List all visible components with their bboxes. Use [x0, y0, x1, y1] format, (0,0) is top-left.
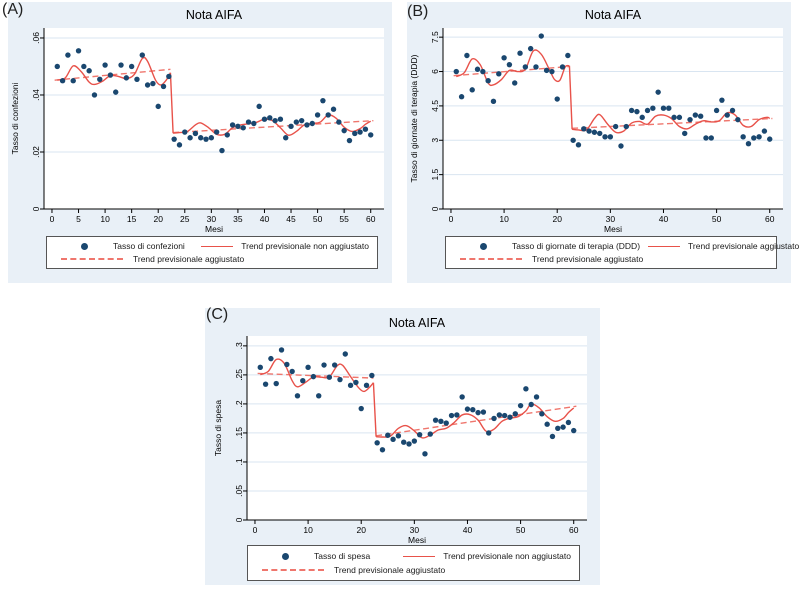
svg-text:Tasso di confezioni: Tasso di confezioni [10, 82, 20, 154]
svg-text:.02: .02 [31, 146, 41, 158]
svg-text:.05: .05 [234, 485, 244, 497]
svg-text:Mesi: Mesi [205, 224, 223, 234]
svg-text:5: 5 [76, 214, 81, 224]
legend-dashed-line-marker [61, 257, 123, 260]
svg-text:10: 10 [499, 214, 509, 224]
legend-solid-line-marker [403, 555, 436, 557]
svg-text:Mesi: Mesi [604, 224, 622, 234]
legend-c: Tasso di spesa Trend previsionale non ag… [247, 545, 580, 581]
svg-text:55: 55 [339, 214, 349, 224]
svg-text:30: 30 [207, 214, 217, 224]
panel-label-c: (C) [206, 306, 229, 323]
svg-text:4.5: 4.5 [430, 100, 440, 112]
svg-text:35: 35 [233, 214, 243, 224]
svg-text:20: 20 [552, 214, 562, 224]
legend-a: Tasso di confezioni Trend previsionale n… [46, 236, 378, 269]
svg-text:0: 0 [430, 206, 440, 211]
svg-text:15: 15 [127, 214, 137, 224]
svg-text:.2: .2 [234, 400, 244, 407]
svg-text:3: 3 [430, 138, 440, 143]
svg-text:0: 0 [253, 525, 258, 535]
panel-a: 0 .02 .04 .06 0 5 10 15 20 25 30 35 40 45 50 55 60 Mesi Ta… [8, 2, 392, 283]
svg-text:25: 25 [180, 214, 190, 224]
legend-solid-line-marker [648, 245, 681, 247]
svg-text:0: 0 [234, 517, 244, 522]
svg-text:0: 0 [449, 214, 454, 224]
legend-dashed-line-marker [262, 569, 324, 571]
legend-solid-line-marker [201, 245, 234, 247]
svg-text:.25: .25 [234, 369, 244, 381]
legend-label-dashed: Trend previsionale aggiustato [334, 565, 446, 575]
svg-text:.06: .06 [31, 32, 41, 44]
chart-b: 0 1.5 3 4.5 6 7.5 0 10 20 30 40 50 60 Mesi Tasso di gi… [409, 8, 783, 234]
svg-text:.04: .04 [31, 89, 41, 101]
svg-text:20: 20 [153, 214, 163, 224]
svg-text:60: 60 [569, 525, 579, 535]
panel-c: 0.05.1.15.2.25.3 0 10 20 30 40 50 60 Mesi Tasso d… [205, 308, 600, 585]
legend-b: Tasso di giornate di terapia (DDD) Trend… [445, 236, 799, 269]
svg-text:Tasso di spesa: Tasso di spesa [213, 400, 223, 456]
svg-text:40: 40 [463, 525, 473, 535]
legend-dot-marker [454, 242, 512, 250]
svg-text:.1: .1 [234, 458, 244, 465]
svg-text:50: 50 [313, 214, 323, 224]
svg-text:30: 30 [606, 214, 616, 224]
svg-text:60: 60 [366, 214, 376, 224]
legend-label-dashed: Trend previsionale aggiustato [133, 253, 245, 264]
svg-text:Nota AIFA: Nota AIFA [585, 8, 642, 22]
svg-text:40: 40 [659, 214, 669, 224]
svg-text:Nota AIFA: Nota AIFA [186, 8, 243, 22]
svg-text:Tasso di giornate di terapia (: Tasso di giornate di terapia (DDD) [409, 54, 419, 182]
svg-text:40: 40 [260, 214, 270, 224]
legend-label-dashed: Trend previsionale aggiustato [532, 253, 644, 264]
legend-dashed-line-marker [460, 257, 522, 260]
svg-text:1.5: 1.5 [430, 168, 440, 180]
panel-label-b: (B) [407, 3, 429, 20]
svg-text:45: 45 [286, 214, 296, 224]
legend-label-points: Tasso di spesa [314, 551, 371, 561]
svg-text:20: 20 [356, 525, 366, 535]
legend-label-solid: Trend previsionale non aggiustato [241, 241, 369, 252]
svg-text:.15: .15 [234, 427, 244, 439]
svg-text:50: 50 [516, 525, 526, 535]
legend-dot-marker [256, 552, 314, 560]
legend-label-solid: Trend previsionale aggiustato [688, 241, 800, 252]
svg-text:7.5: 7.5 [430, 31, 440, 43]
svg-text:Nota AIFA: Nota AIFA [389, 316, 446, 330]
svg-text:Mesi: Mesi [408, 535, 426, 545]
svg-text:50: 50 [712, 214, 722, 224]
legend-label-points: Tasso di giornate di terapia (DDD) [512, 241, 641, 252]
svg-text:60: 60 [765, 214, 775, 224]
chart-a: 0 .02 .04 .06 0 5 10 15 20 25 30 35 40 45 50 55 60 Mesi Ta… [10, 8, 384, 234]
svg-text:10: 10 [303, 525, 313, 535]
svg-text:0: 0 [31, 206, 41, 211]
legend-label-points: Tasso di confezioni [113, 241, 185, 252]
panel-b: 0 1.5 3 4.5 6 7.5 0 10 20 30 40 50 60 Mesi Tasso di gi… [407, 2, 799, 283]
legend-label-solid: Trend previsionale non aggiustato [443, 551, 571, 561]
svg-text:6: 6 [430, 69, 440, 74]
chart-c: 0 .05 .1 .15 .2 .25 .3 0 10 20 30 40 50 60 Mesi Tasso d… [213, 316, 587, 545]
svg-text:0: 0 [50, 214, 55, 224]
legend-dot-marker [55, 242, 113, 250]
panel-label-a: (A) [2, 1, 24, 18]
svg-text:.3: .3 [234, 342, 244, 349]
svg-text:10: 10 [100, 214, 110, 224]
svg-text:30: 30 [410, 525, 420, 535]
